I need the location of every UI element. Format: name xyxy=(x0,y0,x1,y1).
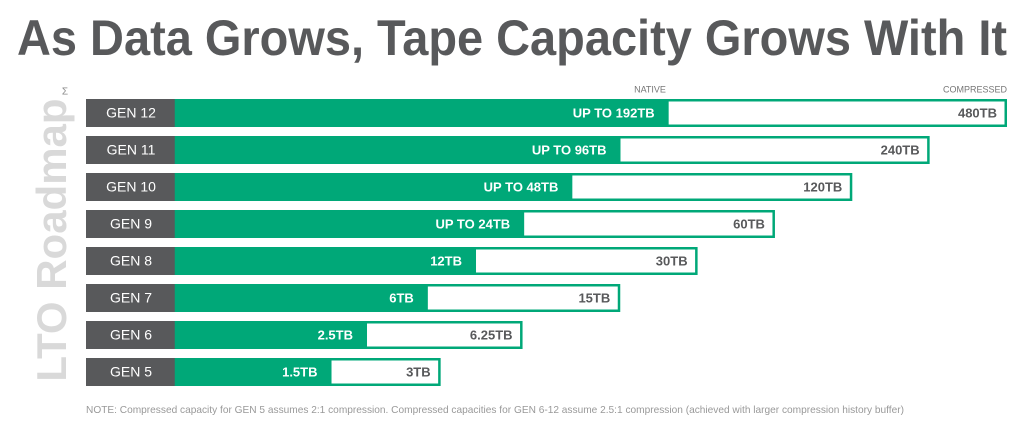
value-label: 1.5TB xyxy=(282,364,317,379)
bar-native xyxy=(176,99,669,127)
gen-box xyxy=(86,136,176,164)
value-label: UP TO 96TB xyxy=(532,142,607,157)
value-label: 240TB xyxy=(881,142,920,157)
value-label: 2.5TB xyxy=(318,327,353,342)
gen-box xyxy=(86,210,176,238)
bar-native xyxy=(176,210,525,238)
value-label: 3TB xyxy=(406,364,431,379)
value-label: 12TB xyxy=(430,253,462,268)
gen-box xyxy=(86,284,176,312)
value-label: 60TB xyxy=(733,216,765,231)
category-label: GEN 11 xyxy=(107,142,156,158)
category-label: GEN 12 xyxy=(106,105,156,121)
value-label: UP TO 192TB xyxy=(573,105,655,120)
gen-box xyxy=(86,247,176,275)
value-label: 6.25TB xyxy=(470,327,513,342)
category-label: GEN 10 xyxy=(106,179,156,195)
gen-box xyxy=(86,99,176,127)
value-label: 6TB xyxy=(389,290,414,305)
value-label: 30TB xyxy=(656,253,688,268)
bar-native xyxy=(176,358,332,386)
category-label: GEN 8 xyxy=(110,253,152,269)
bar-native xyxy=(176,173,573,201)
value-label: UP TO 48TB xyxy=(484,179,559,194)
category-label: GEN 7 xyxy=(110,290,152,306)
gen-box xyxy=(86,358,176,386)
legend-compressed: COMPRESSED xyxy=(943,84,1008,94)
value-label: 120TB xyxy=(803,179,842,194)
corner-mark: Σ xyxy=(62,87,68,98)
note: NOTE: Compressed capacity for GEN 5 assu… xyxy=(86,404,904,416)
value-label: 15TB xyxy=(578,290,610,305)
gen-box xyxy=(86,173,176,201)
category-label: GEN 5 xyxy=(110,364,152,380)
gen-box xyxy=(86,321,176,349)
category-label: GEN 6 xyxy=(110,327,152,343)
value-label: 480TB xyxy=(958,105,997,120)
bar-native xyxy=(176,284,428,312)
legend-native: NATIVE xyxy=(634,84,666,94)
bar-native xyxy=(176,136,621,164)
chart-title: As Data Grows, Tape Capacity Grows With … xyxy=(17,10,1007,66)
bar-native xyxy=(176,247,477,275)
category-label: GEN 9 xyxy=(110,216,152,232)
value-label: UP TO 24TB xyxy=(436,216,511,231)
bar-native xyxy=(176,321,368,349)
side-label: LTO Roadmap xyxy=(28,98,75,381)
